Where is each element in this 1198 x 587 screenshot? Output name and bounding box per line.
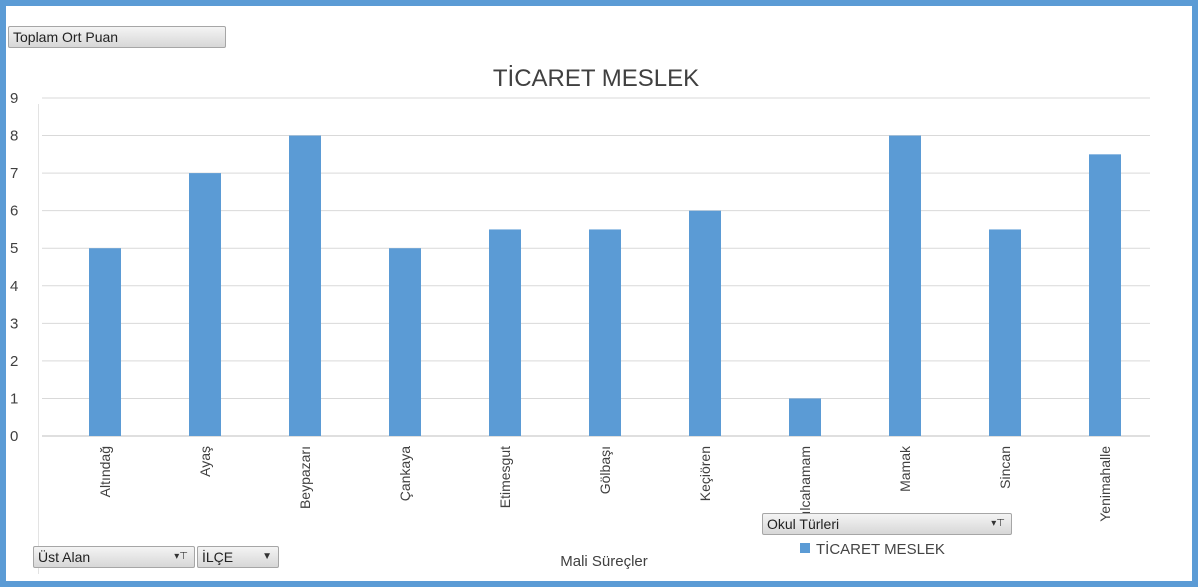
x-tick-label: Ayaş <box>197 446 213 477</box>
filter-dropdown-icon[interactable]: ▾⊤ <box>174 551 188 562</box>
x-axis-title: Mali Süreçler <box>560 553 648 570</box>
bar-7 <box>789 398 821 436</box>
x-tick-label: Etimesgut <box>497 446 513 508</box>
y-tick-label: 3 <box>10 315 18 332</box>
ust-alan-field-label: Üst Alan <box>38 549 91 565</box>
legend-swatch <box>800 543 810 553</box>
x-tick-label: Keçiören <box>697 446 713 501</box>
x-tick-label: Yenimahalle <box>1097 446 1113 522</box>
bar-10 <box>1089 154 1121 437</box>
y-tick-label: 4 <box>10 278 18 295</box>
x-axis-ticks: Altındağ Ayaş Beypazarı Çankaya Etimesgut Göl… <box>97 445 1113 535</box>
okul-turleri-field-label: Okul Türleri <box>767 516 840 532</box>
okul-turleri-field-button[interactable]: Okul Türleri ▾⊤ <box>762 513 1012 535</box>
x-tick-label: Beypazarı <box>297 446 313 509</box>
bar-0 <box>89 248 121 436</box>
bar-4 <box>489 229 521 436</box>
measure-field-label: Toplam Ort Puan <box>13 29 119 45</box>
bar-9 <box>989 229 1021 436</box>
x-tick-label: Mamak <box>897 445 913 492</box>
bar-8 <box>889 135 921 437</box>
x-tick-label: Altındağ <box>97 446 113 497</box>
y-tick-label: 9 <box>10 90 18 107</box>
y-tick-label: 1 <box>10 390 18 407</box>
measure-field-button[interactable]: Toplam Ort Puan <box>8 26 226 48</box>
ust-alan-field-button[interactable]: Üst Alan ▾⊤ <box>33 546 195 568</box>
y-axis-ticks: 0 1 2 3 4 5 6 7 8 9 <box>10 90 18 445</box>
bar-1 <box>189 173 221 436</box>
legend-label: TİCARET MESLEK <box>816 541 945 558</box>
y-tick-label: 8 <box>10 128 18 145</box>
x-tick-label: Kızılcahamam <box>797 446 813 535</box>
bar-3 <box>389 248 421 436</box>
y-tick-label: 7 <box>10 165 18 182</box>
bars <box>89 135 1121 437</box>
bar-5 <box>589 229 621 436</box>
filter-dropdown-icon[interactable]: ▾⊤ <box>991 518 1005 529</box>
x-tick-label: Çankaya <box>397 446 413 501</box>
dropdown-arrow-icon[interactable]: ▼ <box>262 551 272 562</box>
x-tick-label: Gölbaşı <box>597 446 613 494</box>
y-tick-label: 6 <box>10 203 18 220</box>
chart-title: TİCARET MESLEK <box>493 65 699 92</box>
y-tick-label: 0 <box>10 428 18 445</box>
y-tick-label: 2 <box>10 353 18 370</box>
bar-2 <box>289 135 321 437</box>
x-tick-label: Sincan <box>997 446 1013 489</box>
y-tick-label: 5 <box>10 240 18 257</box>
ilce-field-label: İLÇE <box>202 549 234 565</box>
bar-6 <box>689 210 721 436</box>
legend: TİCARET MESLEK <box>800 541 945 558</box>
ilce-field-button[interactable]: İLÇE ▼ <box>197 546 279 568</box>
plot-area-border <box>38 104 1193 574</box>
